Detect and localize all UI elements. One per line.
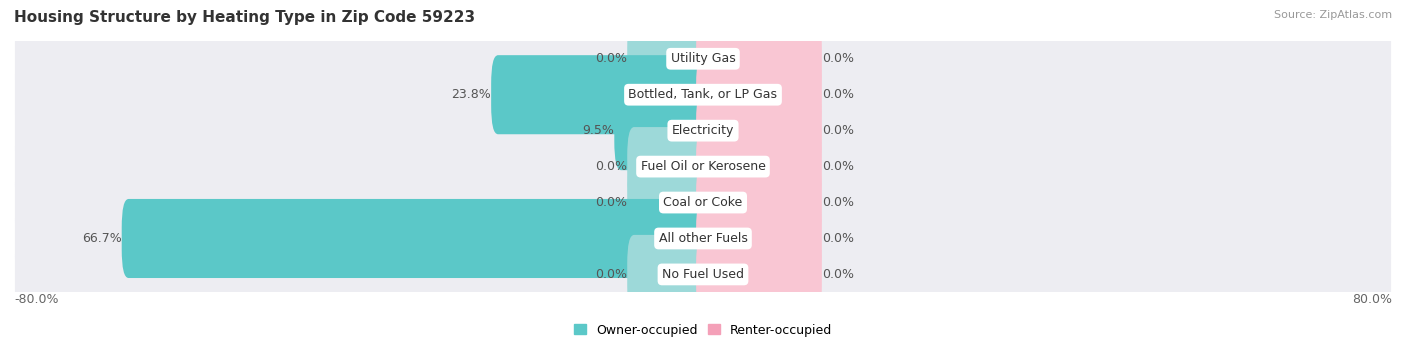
FancyBboxPatch shape [696,91,823,170]
FancyBboxPatch shape [627,235,710,314]
FancyBboxPatch shape [627,19,710,98]
FancyBboxPatch shape [122,199,710,278]
Text: 23.8%: 23.8% [451,88,491,101]
FancyBboxPatch shape [696,55,823,134]
Legend: Owner-occupied, Renter-occupied: Owner-occupied, Renter-occupied [568,319,838,340]
Text: Electricity: Electricity [672,124,734,137]
FancyBboxPatch shape [696,19,823,98]
Text: 80.0%: 80.0% [1353,293,1392,306]
FancyBboxPatch shape [696,127,823,206]
Text: 0.0%: 0.0% [823,52,853,65]
FancyBboxPatch shape [696,163,823,242]
Text: 0.0%: 0.0% [595,268,627,281]
Text: 66.7%: 66.7% [82,232,122,245]
Text: 0.0%: 0.0% [823,124,853,137]
Text: Fuel Oil or Kerosene: Fuel Oil or Kerosene [641,160,765,173]
Text: 0.0%: 0.0% [595,196,627,209]
Text: 0.0%: 0.0% [823,232,853,245]
FancyBboxPatch shape [15,28,1391,90]
FancyBboxPatch shape [491,55,710,134]
Text: Source: ZipAtlas.com: Source: ZipAtlas.com [1274,10,1392,20]
Text: 0.0%: 0.0% [823,160,853,173]
Text: -80.0%: -80.0% [14,293,59,306]
FancyBboxPatch shape [696,235,823,314]
Text: Housing Structure by Heating Type in Zip Code 59223: Housing Structure by Heating Type in Zip… [14,10,475,25]
FancyBboxPatch shape [15,135,1391,198]
FancyBboxPatch shape [627,163,710,242]
Text: Utility Gas: Utility Gas [671,52,735,65]
FancyBboxPatch shape [696,199,823,278]
Text: 0.0%: 0.0% [595,52,627,65]
FancyBboxPatch shape [614,91,710,170]
Text: Coal or Coke: Coal or Coke [664,196,742,209]
FancyBboxPatch shape [15,64,1391,126]
FancyBboxPatch shape [15,171,1391,234]
FancyBboxPatch shape [15,207,1391,270]
Text: 9.5%: 9.5% [582,124,614,137]
Text: 0.0%: 0.0% [595,160,627,173]
Text: Bottled, Tank, or LP Gas: Bottled, Tank, or LP Gas [628,88,778,101]
Text: No Fuel Used: No Fuel Used [662,268,744,281]
FancyBboxPatch shape [15,243,1391,306]
Text: All other Fuels: All other Fuels [658,232,748,245]
Text: 0.0%: 0.0% [823,196,853,209]
FancyBboxPatch shape [15,99,1391,162]
Text: 0.0%: 0.0% [823,88,853,101]
FancyBboxPatch shape [627,127,710,206]
Text: 0.0%: 0.0% [823,268,853,281]
